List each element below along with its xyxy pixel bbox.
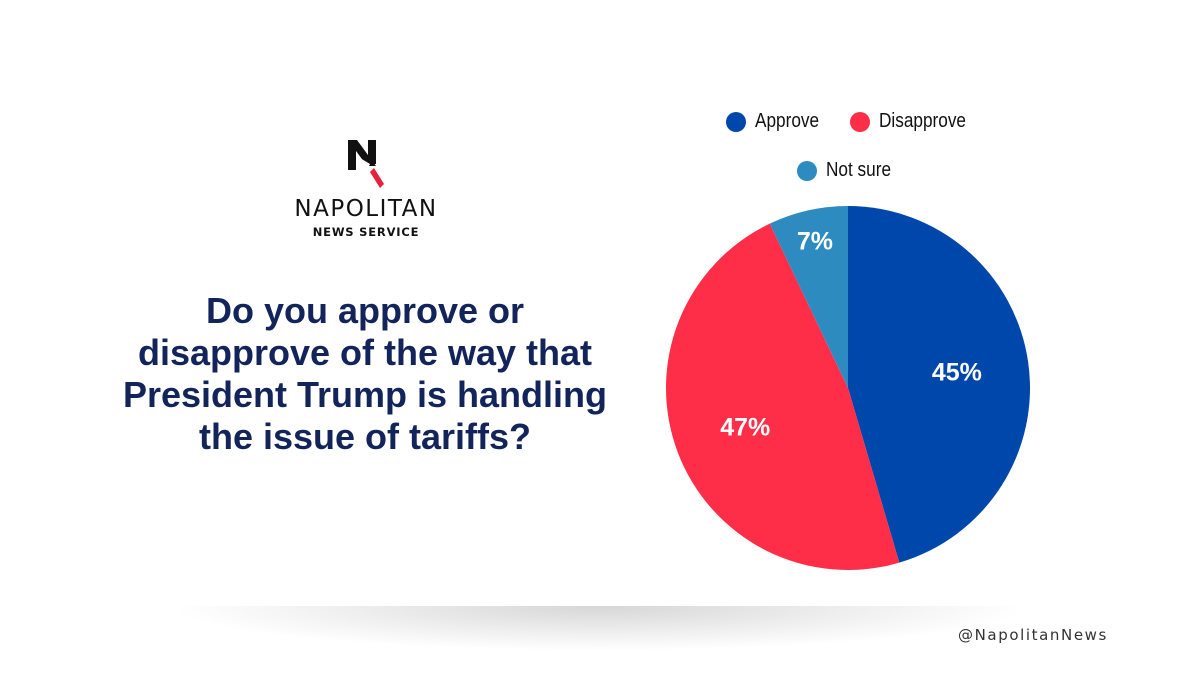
data-label-not-sure: 7% [797,228,833,256]
data-label-disapprove: 47% [720,413,770,441]
legend-label-approve: Approve [755,110,820,132]
data-label-approve: 45% [932,358,982,386]
poll-question: Do you approve or disapprove of the way … [122,290,608,457]
pie-chart: 45% 47% 7% [666,206,1030,571]
footer-shadow [180,606,1020,650]
legend-swatch-not-sure [797,160,817,181]
legend-label-not-sure: Not sure [826,159,892,181]
social-handle: @NapolitanNews [958,626,1108,644]
chart-legend: Approve Disapprove Not sure [700,104,1000,194]
legend-item-not-sure: Not sure [797,159,902,182]
legend-item-disapprove: Disapprove [850,110,980,133]
brand-subtitle: NEWS SERVICE [312,225,420,239]
brand-name: NAPOLITAN [294,196,438,222]
pie-slice-disapprove [666,223,900,571]
legend-swatch-disapprove [850,111,870,132]
legend-label-disapprove: Disapprove [879,110,967,132]
napolitan-logo: NAPOLITAN NEWS SERVICE [283,136,449,239]
pie-slice-not-sure [769,206,848,388]
pie-slice-approve [848,206,1030,563]
legend-item-approve: Approve [726,110,830,133]
legend-swatch-approve [726,111,746,132]
napolitan-n-eagle-icon [348,140,384,188]
